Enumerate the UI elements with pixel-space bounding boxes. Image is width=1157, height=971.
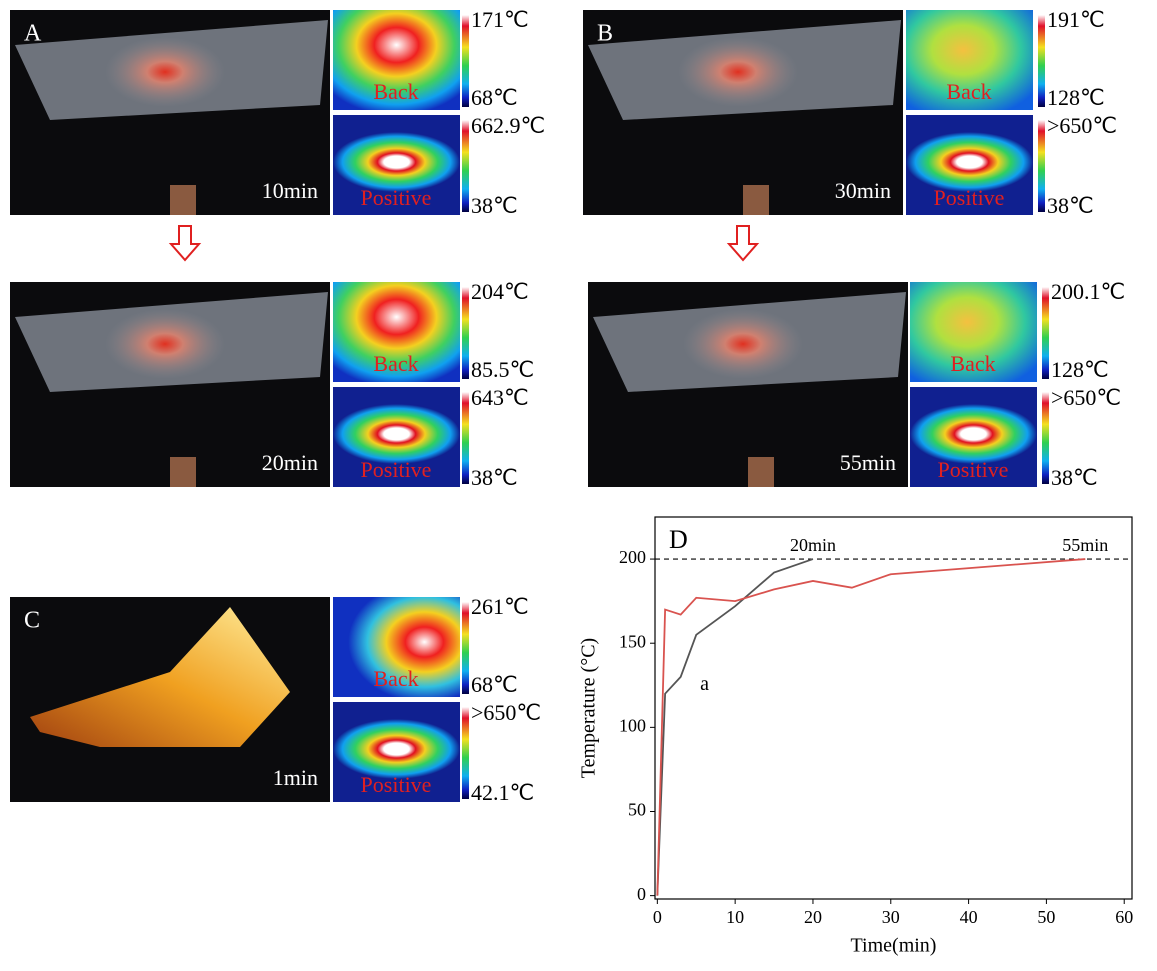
panel-time: 55min	[840, 450, 896, 475]
colorbar	[462, 120, 469, 212]
panel-time: 1min	[273, 765, 318, 790]
y-tick-label: 200	[619, 547, 646, 567]
y-tick-label: 50	[628, 800, 646, 820]
back-label: Back	[950, 351, 995, 376]
x-axis-label: Time(min)	[851, 935, 937, 957]
positive-label: Positive	[361, 772, 432, 797]
scale-max: 200.1℃	[1051, 279, 1125, 304]
nozzle	[743, 185, 769, 215]
heat-spot	[105, 309, 225, 379]
colorbar	[1038, 15, 1045, 107]
panel-letter: C	[24, 608, 40, 634]
annotation: 20min	[790, 535, 836, 555]
scale-max: >650℃	[1051, 385, 1121, 410]
nozzle	[748, 457, 774, 487]
back-label: Back	[373, 79, 418, 104]
scale-max: >650℃	[1047, 113, 1117, 138]
positive-label: Positive	[361, 185, 432, 210]
annotation: D	[669, 525, 688, 554]
positive-label: Positive	[934, 185, 1005, 210]
annotation: a	[700, 673, 709, 695]
scale-max: 171℃	[471, 7, 529, 32]
positive-label: Positive	[938, 457, 1009, 482]
heat-spot	[105, 37, 225, 107]
colorbar	[1042, 392, 1049, 484]
x-tick-label: 10	[726, 907, 744, 927]
scale-min: 38℃	[1051, 465, 1098, 490]
heat-spot	[678, 37, 798, 107]
x-tick-label: 60	[1115, 907, 1133, 927]
x-tick-label: 20	[804, 907, 822, 927]
y-tick-label: 0	[637, 884, 646, 904]
annotation: 55min	[1062, 535, 1108, 555]
y-axis-label: Temperature (°C)	[578, 638, 600, 778]
colorbar	[462, 392, 469, 484]
scale-max: 191℃	[1047, 7, 1105, 32]
arrow	[171, 226, 757, 260]
scale-min: 38℃	[471, 193, 518, 218]
scale-min: 38℃	[471, 465, 518, 490]
panel-time: 10min	[262, 178, 318, 203]
panel-letter: B	[597, 21, 613, 47]
back-label: Back	[946, 79, 991, 104]
colorbar	[462, 602, 469, 694]
scale-min: 128℃	[1047, 85, 1105, 110]
y-tick-label: 100	[619, 715, 646, 735]
panel-letter: A	[24, 21, 42, 47]
colorbar	[1042, 287, 1049, 379]
scale-max: 643℃	[471, 385, 529, 410]
heat-spot	[683, 309, 803, 379]
scale-min: 42.1℃	[471, 780, 534, 805]
scale-max: 662.9℃	[471, 113, 545, 138]
scale-min: 128℃	[1051, 357, 1109, 382]
x-tick-label: 30	[882, 907, 900, 927]
x-tick-label: 50	[1037, 907, 1055, 927]
series-line	[657, 559, 1085, 896]
y-tick-label: 150	[619, 631, 646, 651]
scale-min: 38℃	[1047, 193, 1094, 218]
colorbar	[462, 15, 469, 107]
scale-min: 68℃	[471, 85, 518, 110]
panel-time: 30min	[835, 178, 891, 203]
colorbar	[462, 707, 469, 799]
x-tick-label: 40	[960, 907, 978, 927]
colorbar	[1038, 120, 1045, 212]
scale-max: 261℃	[471, 594, 529, 619]
nozzle	[170, 457, 196, 487]
positive-label: Positive	[361, 457, 432, 482]
nozzle	[170, 185, 196, 215]
back-label: Back	[373, 666, 418, 691]
scale-min: 85.5℃	[471, 357, 534, 382]
figure: 10min A Back Positive 171℃ 68℃ 662.9℃ 38℃ 20min B…	[0, 0, 1157, 966]
x-tick-label: 0	[653, 907, 662, 927]
colorbar	[462, 287, 469, 379]
scale-min: 68℃	[471, 672, 518, 697]
back-label: Back	[373, 351, 418, 376]
scale-max: >650℃	[471, 700, 541, 725]
scale-max: 204℃	[471, 279, 529, 304]
series-line	[657, 559, 813, 896]
panel-time: 20min	[262, 450, 318, 475]
